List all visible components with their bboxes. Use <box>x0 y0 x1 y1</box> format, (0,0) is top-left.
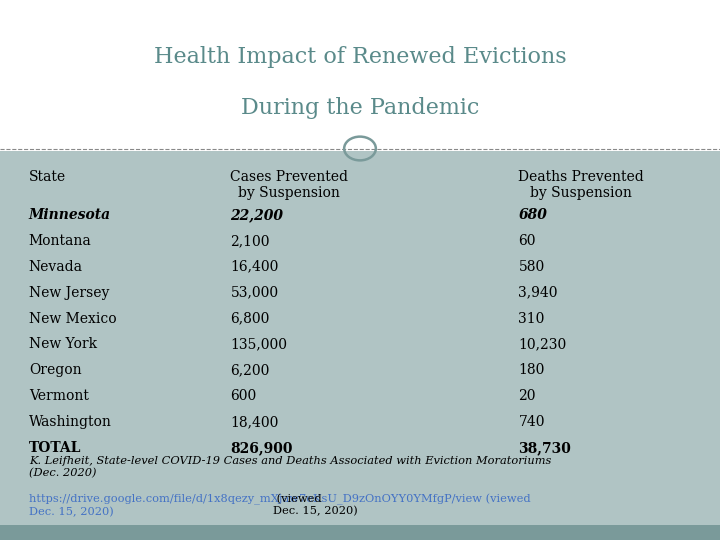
Text: 6,200: 6,200 <box>230 363 270 377</box>
Text: 680: 680 <box>518 208 547 222</box>
Text: TOTAL: TOTAL <box>29 441 81 455</box>
Text: 16,400: 16,400 <box>230 260 279 274</box>
Text: During the Pandemic: During the Pandemic <box>240 97 480 119</box>
Text: New York: New York <box>29 338 97 352</box>
Text: 22,200: 22,200 <box>230 208 284 222</box>
Text: 60: 60 <box>518 234 536 248</box>
Text: 180: 180 <box>518 363 545 377</box>
Text: New Jersey: New Jersey <box>29 286 109 300</box>
Text: 6,800: 6,800 <box>230 312 270 326</box>
Text: 600: 600 <box>230 389 256 403</box>
Text: 53,000: 53,000 <box>230 286 279 300</box>
Text: State: State <box>29 170 66 184</box>
Text: New Mexico: New Mexico <box>29 312 117 326</box>
Text: Montana: Montana <box>29 234 91 248</box>
Text: Washington: Washington <box>29 415 112 429</box>
Text: 20: 20 <box>518 389 536 403</box>
Text: Health Impact of Renewed Evictions: Health Impact of Renewed Evictions <box>153 46 567 68</box>
Text: 38,730: 38,730 <box>518 441 571 455</box>
Text: K. Leifheit, State-level COVID-19 Cases and Deaths Associated with Eviction Mora: K. Leifheit, State-level COVID-19 Cases … <box>29 456 552 478</box>
Text: 3,940: 3,940 <box>518 286 558 300</box>
Text: Cases Prevented
by Suspension: Cases Prevented by Suspension <box>230 170 348 200</box>
Text: 2,100: 2,100 <box>230 234 270 248</box>
Text: https://drive.google.com/file/d/1x8qezy_mXjaw7eKsU_D9zOnOYY0YMfgP/view (viewed
D: https://drive.google.com/file/d/1x8qezy_… <box>29 494 531 517</box>
Text: Deaths Prevented
by Suspension: Deaths Prevented by Suspension <box>518 170 644 200</box>
Text: 310: 310 <box>518 312 545 326</box>
Text: 135,000: 135,000 <box>230 338 287 352</box>
Text: Nevada: Nevada <box>29 260 83 274</box>
Text: Vermont: Vermont <box>29 389 89 403</box>
Text: 18,400: 18,400 <box>230 415 279 429</box>
FancyBboxPatch shape <box>0 0 720 151</box>
Text: Minnesota: Minnesota <box>29 208 111 222</box>
FancyBboxPatch shape <box>0 525 720 540</box>
Text: 740: 740 <box>518 415 545 429</box>
Text: Oregon: Oregon <box>29 363 81 377</box>
Text: (viewed
Dec. 15, 2020): (viewed Dec. 15, 2020) <box>274 494 358 516</box>
Text: 826,900: 826,900 <box>230 441 293 455</box>
Text: 10,230: 10,230 <box>518 338 567 352</box>
Text: 580: 580 <box>518 260 544 274</box>
